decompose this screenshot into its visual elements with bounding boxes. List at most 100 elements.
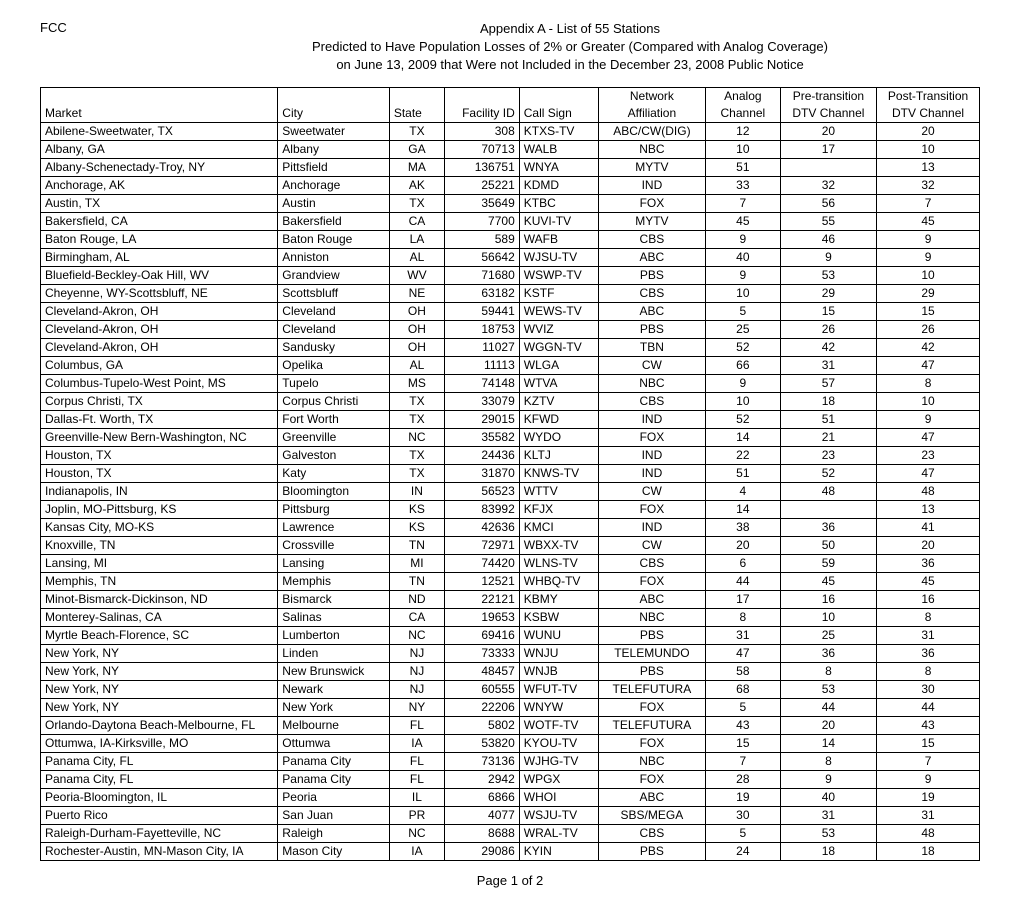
cell-city: Greenville <box>278 428 390 446</box>
cell-callsign: KNWS-TV <box>519 464 598 482</box>
cell-city: San Juan <box>278 806 390 824</box>
cell-state: CA <box>389 608 444 626</box>
cell-callsign: WAFB <box>519 230 598 248</box>
cell-network: NBC <box>598 752 705 770</box>
cell-market: New York, NY <box>41 662 278 680</box>
cell-network: ABC <box>598 788 705 806</box>
cell-callsign: KZTV <box>519 392 598 410</box>
cell-analog: 52 <box>706 410 781 428</box>
cell-pre: 23 <box>780 446 876 464</box>
cell-state: MI <box>389 554 444 572</box>
table-row: Orlando-Daytona Beach-Melbourne, FLMelbo… <box>41 716 980 734</box>
cell-callsign: WJHG-TV <box>519 752 598 770</box>
cell-city: Cleveland <box>278 302 390 320</box>
cell-post: 26 <box>877 320 980 338</box>
cell-state: GA <box>389 140 444 158</box>
cell-facility: 4077 <box>445 806 520 824</box>
cell-market: Minot-Bismarck-Dickinson, ND <box>41 590 278 608</box>
cell-analog: 17 <box>706 590 781 608</box>
cell-callsign: WSJU-TV <box>519 806 598 824</box>
table-row: Abilene-Sweetwater, TXSweetwaterTX308KTX… <box>41 122 980 140</box>
cell-city: Panama City <box>278 752 390 770</box>
cell-post: 43 <box>877 716 980 734</box>
cell-facility: 71680 <box>445 266 520 284</box>
cell-post: 15 <box>877 734 980 752</box>
table-row: Knoxville, TNCrossvilleTN72971WBXX-TVCW2… <box>41 536 980 554</box>
cell-pre: 29 <box>780 284 876 302</box>
cell-state: NJ <box>389 662 444 680</box>
cell-city: Ottumwa <box>278 734 390 752</box>
cell-market: Birmingham, AL <box>41 248 278 266</box>
cell-state: IL <box>389 788 444 806</box>
table-row: Joplin, MO-Pittsburg, KSPittsburgKS83992… <box>41 500 980 518</box>
col-city-top <box>278 87 390 105</box>
cell-pre: 48 <box>780 482 876 500</box>
table-row: Memphis, TNMemphisTN12521WHBQ-TVFOX44454… <box>41 572 980 590</box>
cell-facility: 73333 <box>445 644 520 662</box>
cell-analog: 40 <box>706 248 781 266</box>
cell-post: 20 <box>877 536 980 554</box>
cell-city: Raleigh <box>278 824 390 842</box>
table-row: Rochester-Austin, MN-Mason City, IAMason… <box>41 842 980 860</box>
cell-facility: 19653 <box>445 608 520 626</box>
org-label: FCC <box>40 20 160 75</box>
cell-network: TELEMUNDO <box>598 644 705 662</box>
cell-facility: 8688 <box>445 824 520 842</box>
cell-post: 47 <box>877 464 980 482</box>
cell-pre: 20 <box>780 716 876 734</box>
cell-post: 36 <box>877 644 980 662</box>
cell-city: Peoria <box>278 788 390 806</box>
cell-analog: 5 <box>706 824 781 842</box>
cell-state: NC <box>389 626 444 644</box>
cell-post: 9 <box>877 410 980 428</box>
cell-analog: 5 <box>706 302 781 320</box>
col-state: State <box>389 105 444 123</box>
cell-state: AL <box>389 356 444 374</box>
cell-state: FL <box>389 752 444 770</box>
cell-network: SBS/MEGA <box>598 806 705 824</box>
col-pre-top: Pre-transition <box>780 87 876 105</box>
col-callsign: Call Sign <box>519 105 598 123</box>
cell-state: OH <box>389 320 444 338</box>
page-footer: Page 1 of 2 <box>40 873 980 888</box>
cell-analog: 7 <box>706 194 781 212</box>
cell-network: CW <box>598 536 705 554</box>
cell-analog: 20 <box>706 536 781 554</box>
cell-analog: 45 <box>706 212 781 230</box>
cell-facility: 56642 <box>445 248 520 266</box>
cell-pre: 8 <box>780 662 876 680</box>
cell-callsign: WOTF-TV <box>519 716 598 734</box>
cell-callsign: WHBQ-TV <box>519 572 598 590</box>
cell-pre: 26 <box>780 320 876 338</box>
cell-state: ND <box>389 590 444 608</box>
cell-facility: 74148 <box>445 374 520 392</box>
cell-city: Tupelo <box>278 374 390 392</box>
cell-post: 29 <box>877 284 980 302</box>
cell-city: Salinas <box>278 608 390 626</box>
cell-analog: 25 <box>706 320 781 338</box>
table-row: Raleigh-Durham-Fayetteville, NCRaleighNC… <box>41 824 980 842</box>
cell-market: New York, NY <box>41 680 278 698</box>
cell-pre: 21 <box>780 428 876 446</box>
cell-network: ABC/CW(DIG) <box>598 122 705 140</box>
cell-state: KS <box>389 500 444 518</box>
cell-pre: 9 <box>780 248 876 266</box>
cell-facility: 5802 <box>445 716 520 734</box>
cell-callsign: WFUT-TV <box>519 680 598 698</box>
cell-callsign: KBMY <box>519 590 598 608</box>
cell-market: Corpus Christi, TX <box>41 392 278 410</box>
cell-post: 23 <box>877 446 980 464</box>
cell-pre: 55 <box>780 212 876 230</box>
cell-pre: 45 <box>780 572 876 590</box>
table-row: Cleveland-Akron, OHSanduskyOH11027WGGN-T… <box>41 338 980 356</box>
cell-city: Opelika <box>278 356 390 374</box>
cell-callsign: KTXS-TV <box>519 122 598 140</box>
cell-market: New York, NY <box>41 698 278 716</box>
cell-callsign: WTVA <box>519 374 598 392</box>
cell-market: Myrtle Beach-Florence, SC <box>41 626 278 644</box>
table-row: Bluefield-Beckley-Oak Hill, WVGrandviewW… <box>41 266 980 284</box>
cell-callsign: WEWS-TV <box>519 302 598 320</box>
cell-network: IND <box>598 410 705 428</box>
cell-network: PBS <box>598 842 705 860</box>
cell-state: TX <box>389 392 444 410</box>
